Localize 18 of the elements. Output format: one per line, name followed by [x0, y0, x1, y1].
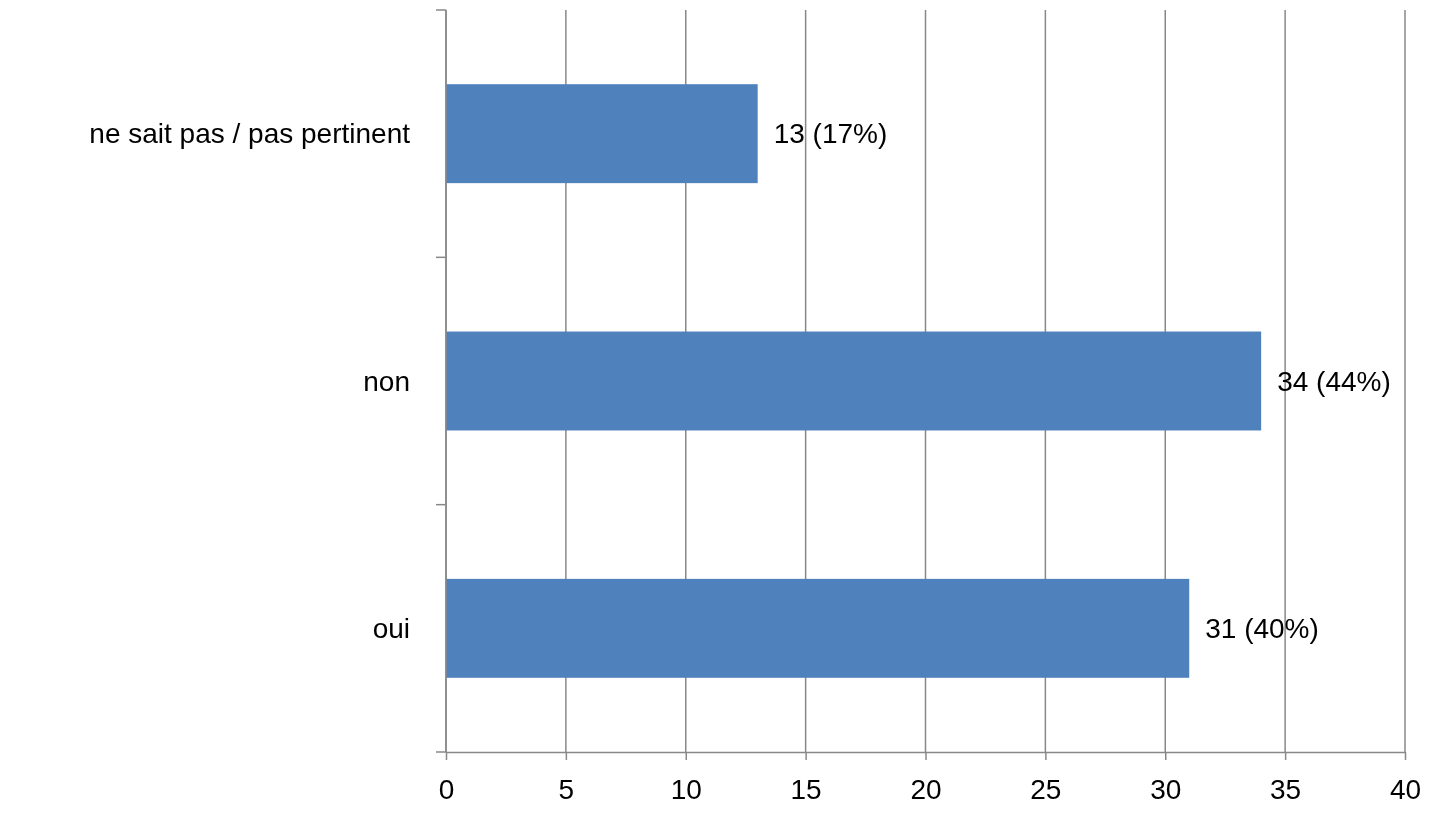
- y-tick-label: non: [363, 365, 410, 397]
- x-tick-label: 40: [1389, 774, 1422, 806]
- data-label: 34 (44%): [1277, 365, 1391, 397]
- x-tick-label: 35: [1270, 774, 1302, 806]
- bar: [446, 331, 1262, 431]
- x-tick-label: 5: [558, 774, 575, 806]
- x-tick-label: 30: [1150, 774, 1182, 806]
- y-tick-label: ne sait pas / pas pertinent: [89, 118, 411, 150]
- x-tick-label: 15: [790, 774, 822, 806]
- x-tick-label: 10: [670, 774, 702, 806]
- y-tick-label: oui: [372, 613, 410, 645]
- bar: [446, 84, 758, 184]
- data-label: 31 (40%): [1205, 613, 1319, 645]
- x-tick-label: 25: [1030, 774, 1062, 806]
- data-label: 13 (17%): [773, 118, 888, 150]
- x-tick-label: 20: [910, 774, 942, 806]
- bar: [446, 578, 1190, 678]
- x-tick-label: 0: [438, 774, 455, 806]
